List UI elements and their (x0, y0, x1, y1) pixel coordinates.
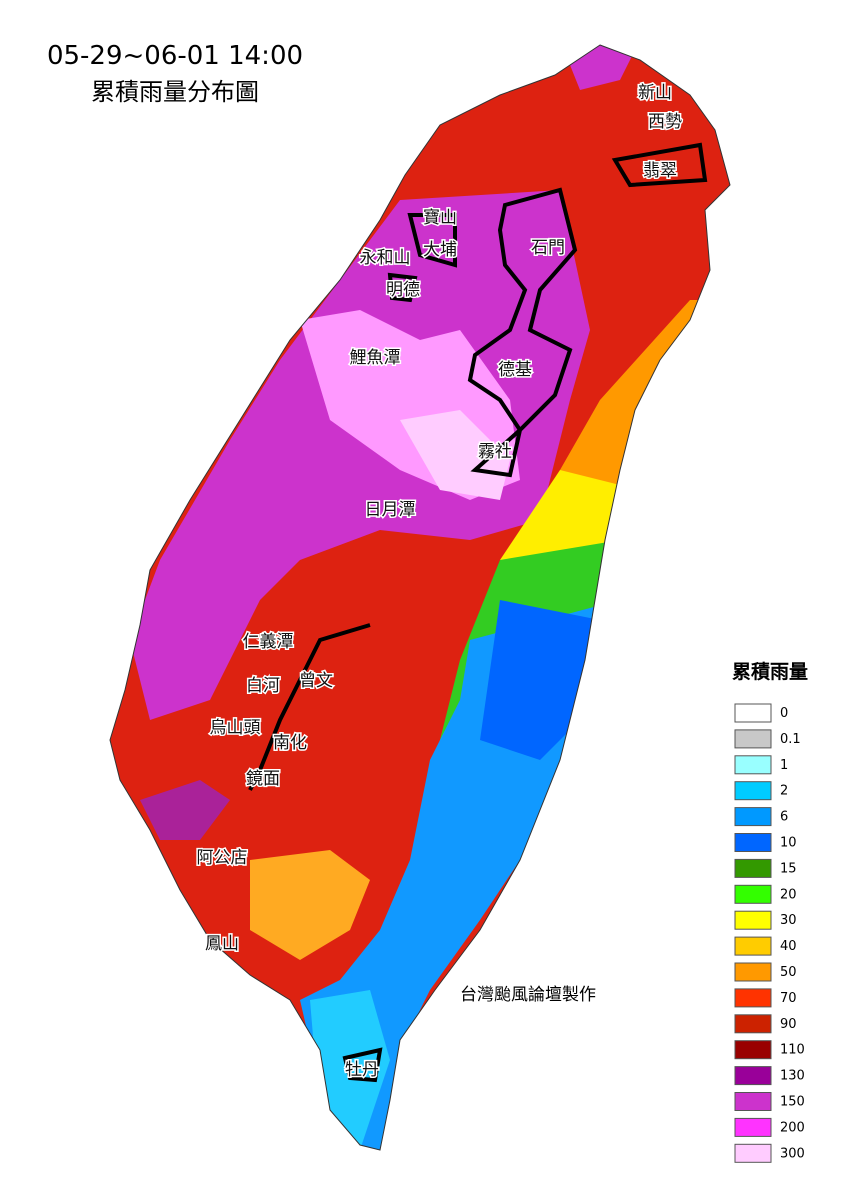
legend-swatch (734, 833, 772, 852)
reservoir-label: 阿公店 (197, 848, 248, 868)
legend-label: 15 (780, 861, 797, 876)
legend-swatch (734, 755, 772, 775)
legend-swatch (734, 1040, 772, 1060)
reservoir-label: 德基 (498, 360, 532, 380)
reservoir-label: 仁義潭 (243, 632, 294, 652)
legend-swatch (734, 703, 772, 723)
legend-label: 0 (780, 706, 788, 721)
legend-label: 6 (780, 810, 788, 825)
reservoir-label: 寶山 (423, 207, 457, 228)
legend-label: 70 (780, 991, 797, 1006)
legend-swatch (734, 936, 772, 956)
reservoir-label: 石門 (531, 238, 565, 258)
legend-label: 10 (780, 836, 797, 851)
legend-swatch (734, 962, 772, 982)
legend-label: 40 (780, 939, 797, 954)
reservoir-label: 新山 (638, 83, 672, 103)
basin-boundaries (248, 142, 708, 1083)
legend-label: 2 (780, 784, 788, 799)
reservoir-label: 霧社 (478, 442, 512, 462)
legend-swatch (734, 910, 772, 930)
legend-swatch (734, 884, 772, 904)
legend-label: 200 (780, 1120, 805, 1135)
coastline (109, 44, 731, 1151)
reservoir-label: 鏡面 (246, 769, 280, 789)
legend-label: 1 (780, 758, 788, 773)
legend-swatch (734, 807, 772, 827)
legend-label: 110 (780, 1043, 805, 1058)
reservoir-label: 白河 (246, 676, 280, 696)
legend-label: 150 (780, 1095, 805, 1110)
legend-label: 0.1 (780, 732, 801, 747)
reservoir-label: 鯉魚潭 (350, 348, 401, 368)
reservoir-label: 大埔 (423, 240, 457, 260)
map-subtitle: 累積雨量分布圖 (91, 78, 259, 106)
reservoir-label: 永和山 (360, 248, 411, 268)
reservoir-label: 日月潭 (365, 500, 416, 520)
legend-label: 130 (780, 1069, 805, 1084)
legend-swatch (734, 1117, 772, 1137)
credit: 台灣颱風論壇製作 (460, 985, 596, 1005)
legend-swatch (734, 729, 772, 749)
legend-label: 50 (780, 965, 797, 980)
legend-swatch (734, 1092, 772, 1111)
legend-label: 20 (780, 887, 797, 902)
reservoir-label: 烏山頭 (210, 718, 261, 738)
reservoir-label: 南化 (273, 733, 307, 753)
map-title: 05-29~06-01 14:00 (47, 41, 303, 71)
legend-label: 90 (780, 1017, 797, 1032)
reservoir-label: 牡丹 (345, 1060, 379, 1080)
legend-swatch (734, 1014, 772, 1034)
legend-swatch (734, 1143, 772, 1163)
legend-swatch (734, 1066, 772, 1086)
legend-label: 30 (780, 913, 797, 928)
reservoir-label: 西勢 (648, 112, 682, 132)
reservoir-label: 翡翠 (643, 161, 677, 181)
reservoir-label: 鳳山 (205, 934, 239, 954)
reservoir-label: 明德 (386, 280, 420, 300)
legend-label: 300 (780, 1146, 805, 1161)
legend: 0 0.1 1 2 6 10 15 20 30 40 50 70 90 110 130 150 200 300 (734, 703, 805, 1163)
legend-swatch (734, 988, 772, 1008)
legend-title: 累積雨量 (732, 660, 808, 683)
legend-swatch (734, 781, 772, 801)
legend-swatch (734, 858, 772, 878)
reservoir-label: 曾文 (299, 671, 333, 691)
